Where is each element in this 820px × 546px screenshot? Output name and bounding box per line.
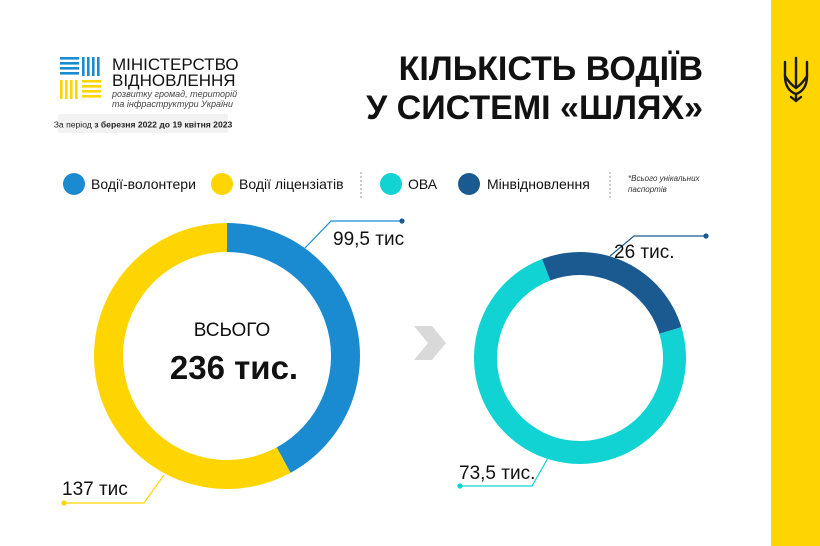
period-dates: з березня 2022 до 19 квітня 2023 xyxy=(94,120,232,130)
page-title-line1: КІЛЬКІСТЬ ВОДІЇВ xyxy=(399,50,703,88)
legend-label-ministry: Мінвідновлення xyxy=(487,176,590,192)
legend-item-volunteers: Водії-волонтери xyxy=(63,173,196,195)
chevron-right-icon xyxy=(414,326,446,360)
right-accent-band xyxy=(771,0,820,546)
leader-line-volunteers xyxy=(304,220,402,249)
data-label-licensees: 137 тис xyxy=(62,479,128,500)
leader-line-ministry xyxy=(609,235,706,257)
leader-dot-ova xyxy=(457,483,463,489)
ministry-subtitle-line2: та інфраструктури України xyxy=(112,99,233,109)
legend-swatch-ova xyxy=(380,173,402,195)
leader-line-ova xyxy=(460,457,549,487)
donut-slice-licensees xyxy=(94,223,291,489)
donut-chart-total: ВСЬОГО 236 тис. 99,5 тис 137 тис xyxy=(61,218,405,506)
data-label-ova: 73,5 тис. xyxy=(459,463,535,484)
data-label-ministry: 26 тис. xyxy=(614,242,675,263)
legend-swatch-licensees xyxy=(211,173,233,195)
legend-item-ova: ОВА xyxy=(380,173,438,195)
trident-emblem-icon xyxy=(783,56,809,103)
legend-label-volunteers: Водії-волонтери xyxy=(91,176,196,192)
period-prefix: За період xyxy=(54,120,94,130)
legend-swatch-volunteers xyxy=(63,173,85,195)
legend-item-ministry: Мінвідновлення xyxy=(458,173,590,195)
donut-chart-breakdown: 26 тис. 73,5 тис. xyxy=(457,233,709,489)
data-label-volunteers: 99,5 тис xyxy=(333,229,404,250)
ministry-logo-icon xyxy=(60,57,101,99)
legend-label-licensees: Водії ліцензіатів xyxy=(239,176,344,192)
period-text: За період з березня 2022 до 19 квітня 20… xyxy=(54,120,233,130)
legend-note-line2: паспортів xyxy=(628,185,667,194)
leader-line-licensees xyxy=(64,474,165,504)
chart-legend: Водії-волонтери Водії ліцензіатів ОВА Мі… xyxy=(63,172,701,198)
ministry-subtitle-line1: розвитку громад, територій xyxy=(111,89,237,99)
legend-note-line1: *Всього унікальних xyxy=(628,174,701,183)
leader-dot-volunteers xyxy=(399,218,405,224)
leader-dot-licensees xyxy=(61,500,67,506)
legend-item-licensees: Водії ліцензіатів xyxy=(211,173,344,195)
ministry-name-line1: МІНІСТЕРСТВО xyxy=(112,55,239,74)
legend-label-ova: ОВА xyxy=(408,176,438,192)
leader-dot-ministry xyxy=(703,233,709,239)
ministry-name-line2: ВІДНОВЛЕННЯ xyxy=(112,71,236,90)
legend-swatch-ministry xyxy=(458,173,480,195)
period-pill xyxy=(58,114,228,133)
donut-slice-ministry xyxy=(542,252,682,334)
donut-center-label: ВСЬОГО xyxy=(194,320,271,341)
page-title-line2: У СИСТЕМІ «ШЛЯХ» xyxy=(366,89,703,127)
donut-slice-volunteers xyxy=(227,223,361,473)
donut-center-value: 236 тис. xyxy=(170,349,298,386)
